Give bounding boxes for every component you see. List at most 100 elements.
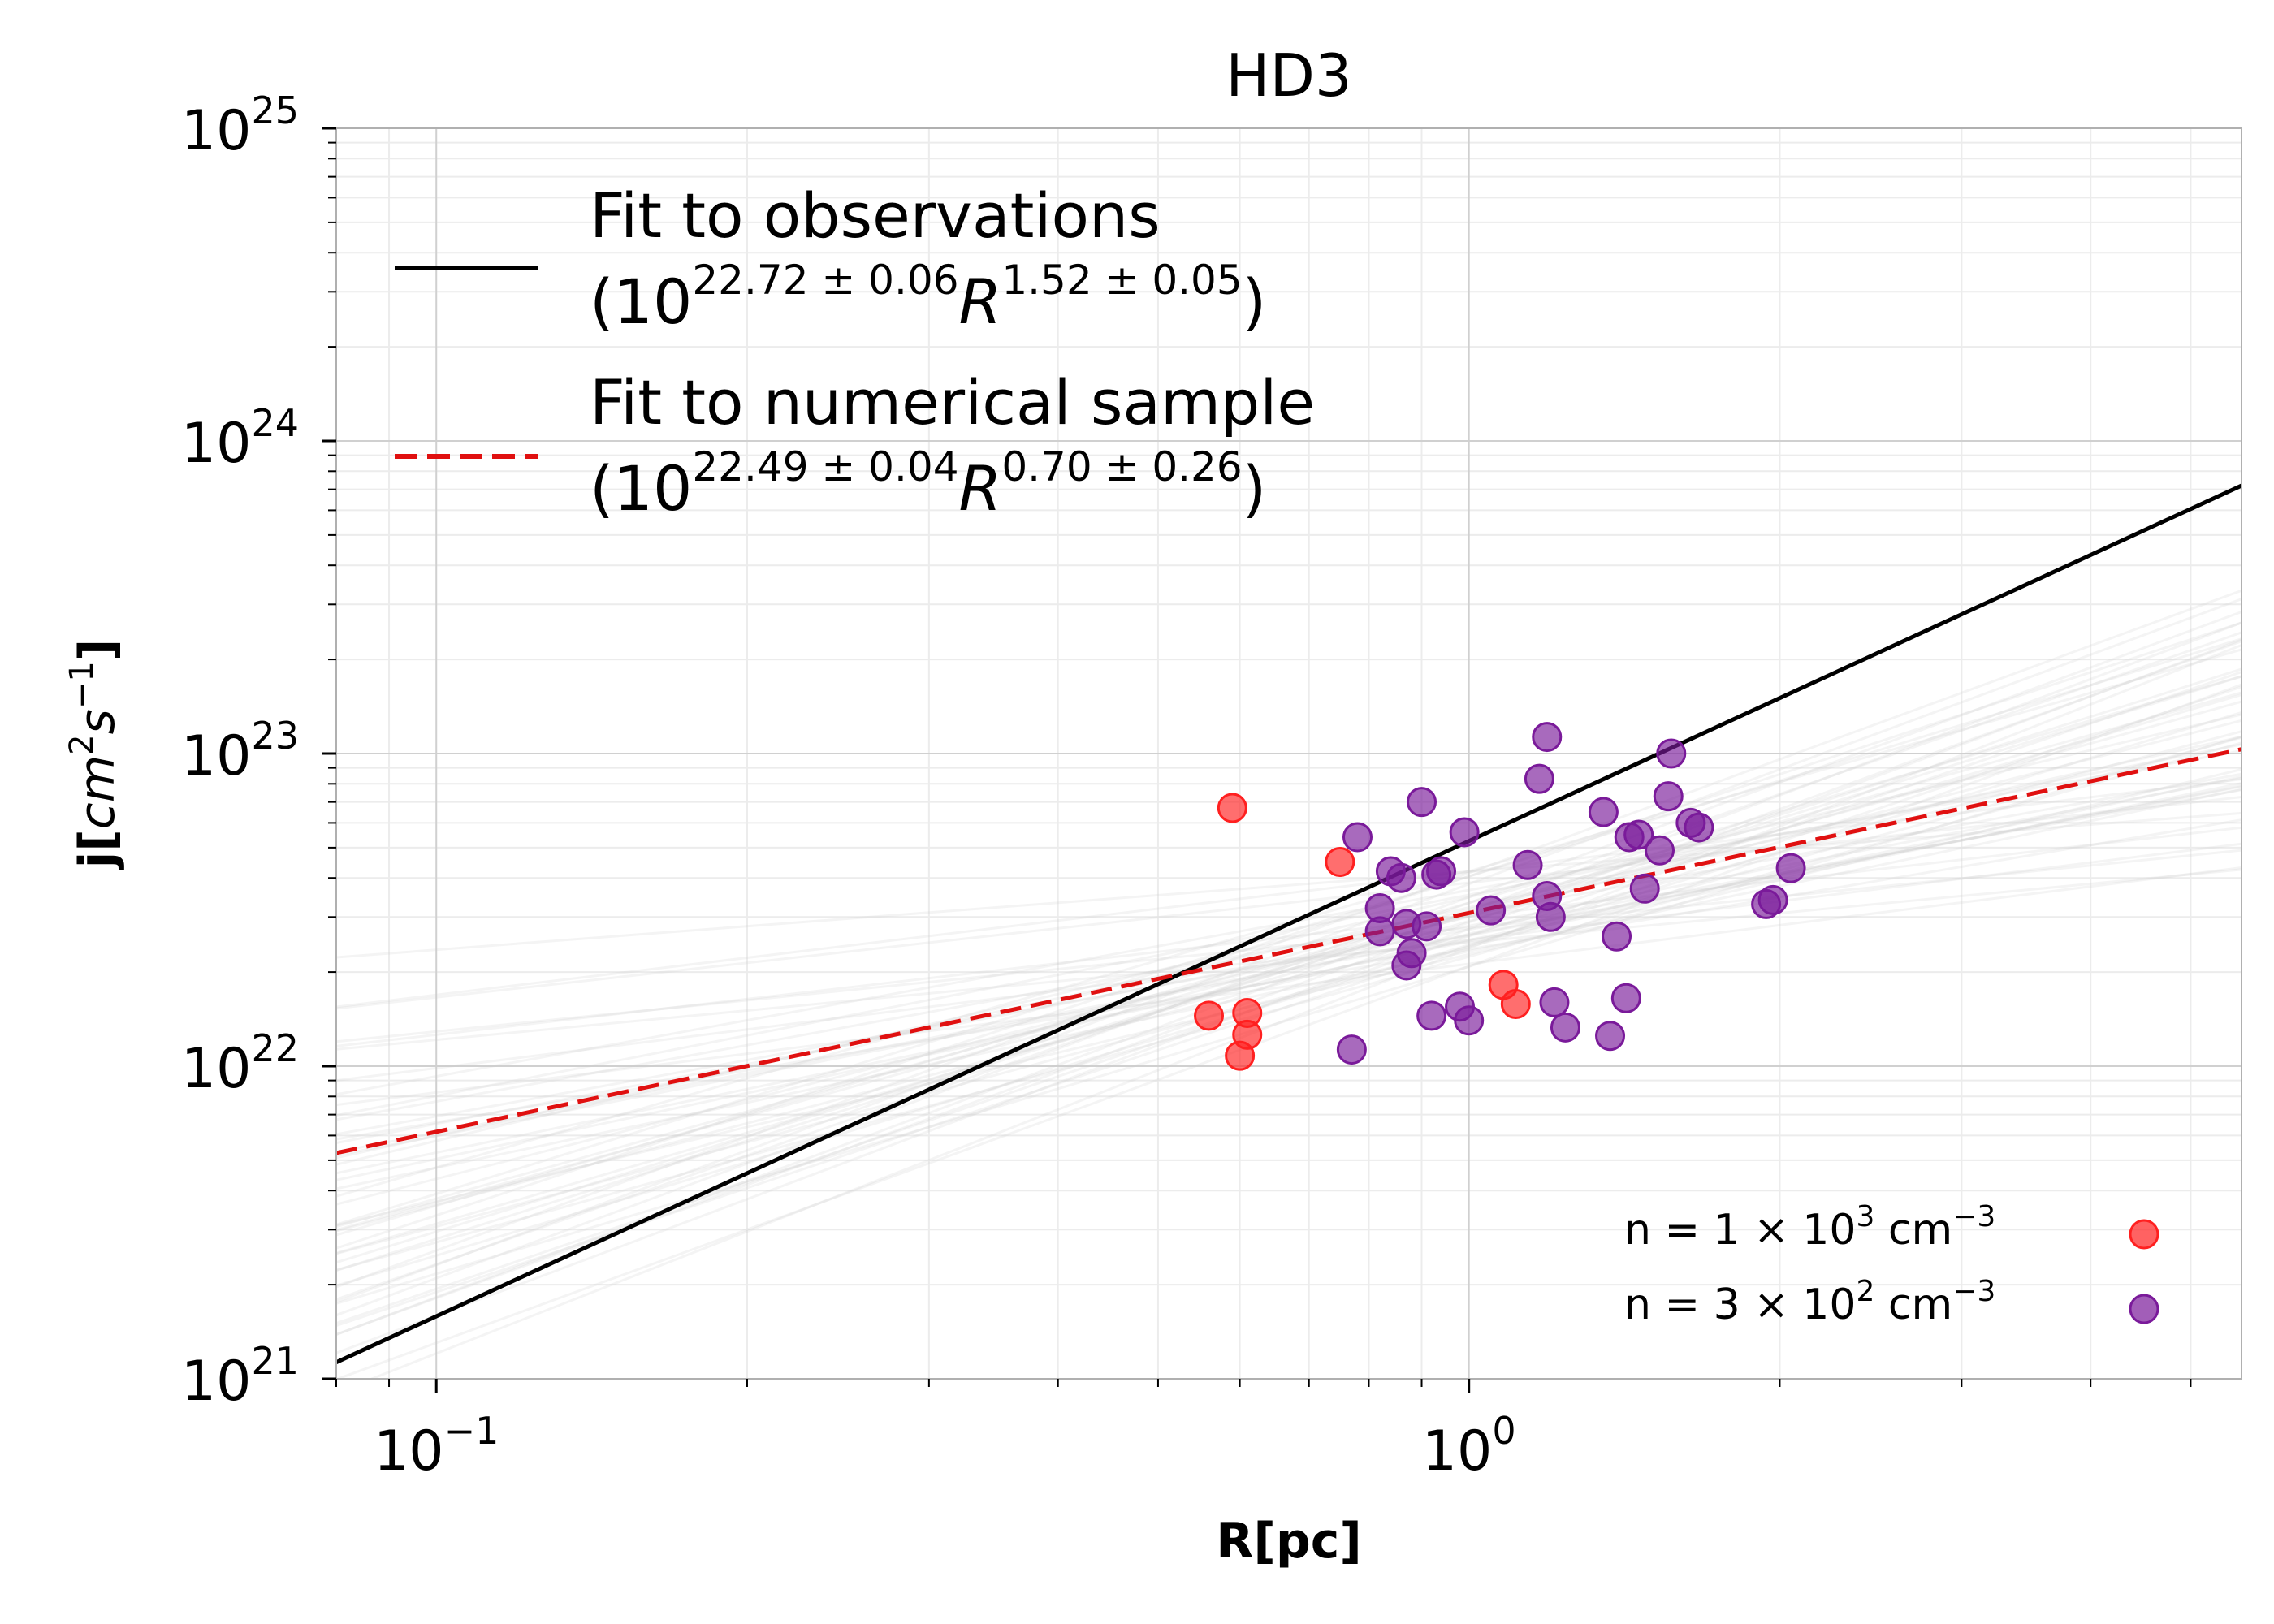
background-fit-line	[336, 788, 2242, 1190]
point-sparse-sample	[1476, 895, 1507, 926]
x-tick-label: 100	[1422, 1409, 1516, 1484]
point-sparse-sample	[1653, 781, 1684, 812]
background-fit-line	[336, 811, 2242, 959]
point-sparse-sample	[1602, 921, 1632, 952]
background-fit-line	[336, 784, 2242, 1157]
x-axis-label: R[pc]	[1216, 1513, 1362, 1570]
background-fit-line	[336, 631, 2242, 1301]
background-fit-line	[336, 711, 2242, 1287]
point-sparse-sample	[1407, 787, 1437, 818]
legend-fit-observations-label: Fit to observations	[590, 179, 1161, 252]
background-fit-line	[336, 675, 2242, 1264]
point-sparse-sample	[1751, 888, 1782, 919]
y-tick-label: 1025	[181, 89, 299, 163]
point-dense-sample	[1217, 793, 1247, 823]
x-tick-label: 10−1	[374, 1409, 499, 1484]
point-dense-sample	[1194, 1000, 1225, 1031]
background-fit-line	[336, 637, 2242, 1226]
background-fit-line	[336, 782, 2242, 1175]
point-sparse-sample	[1645, 835, 1675, 866]
background-fit-line	[336, 772, 2242, 1121]
background-fit-line	[336, 640, 2242, 1336]
fit-observations-line	[336, 483, 2242, 1364]
fit-lines	[336, 483, 2242, 1364]
point-sparse-sample	[1595, 1021, 1626, 1052]
y-tick-label: 1024	[181, 401, 299, 476]
background-fit-line	[336, 683, 2242, 1379]
background-fit-line	[336, 743, 2242, 1117]
background-fit-line	[336, 589, 2242, 1289]
point-sparse-sample	[1364, 916, 1395, 947]
legend-series-dense-marker	[2129, 1219, 2159, 1250]
legend-fit-observations-formula: (1022.72 ± 0.06R1.52 ± 0.05)	[590, 257, 1266, 338]
background-fit-line	[336, 776, 2242, 1145]
background-fit-line	[368, 644, 2242, 1379]
background-fit-line	[336, 691, 2242, 1229]
background-fit-line	[336, 621, 2242, 1250]
point-sparse-sample	[1342, 822, 1373, 853]
fit-legend: Fit to observations (1022.72 ± 0.06R1.52…	[395, 179, 1315, 525]
data-points	[1194, 722, 1806, 1071]
chart-title: HD3	[1226, 41, 1351, 110]
point-sparse-sample	[1386, 862, 1416, 893]
fit-numerical-line	[336, 747, 2242, 1155]
point-sparse-sample	[1775, 853, 1806, 883]
background-fit-line	[336, 767, 2242, 1227]
axis-ticks	[322, 127, 2192, 1393]
legend-fit-numerical-formula: (1022.49 ± 0.04R0.70 ± 0.26)	[590, 443, 1266, 525]
point-sparse-sample	[1656, 738, 1687, 769]
legend-series-sparse-marker	[2129, 1294, 2159, 1324]
legend-fit-numerical-label: Fit to numerical sample	[590, 366, 1315, 438]
point-sparse-sample	[1550, 1012, 1580, 1043]
background-fit-line	[336, 826, 2242, 1047]
point-sparse-sample	[1416, 1000, 1447, 1031]
point-sparse-sample	[1623, 819, 1654, 850]
background-fit-line	[336, 667, 2242, 1272]
point-dense-sample	[1325, 847, 1355, 878]
point-dense-sample	[1225, 1040, 1256, 1071]
point-sparse-sample	[1449, 817, 1480, 848]
background-fit-line	[336, 866, 2242, 1107]
point-sparse-sample	[1539, 987, 1570, 1017]
point-sparse-sample	[1610, 983, 1641, 1013]
background-fit-line	[336, 849, 2242, 1043]
point-sparse-sample	[1532, 722, 1563, 753]
background-fit-line	[336, 842, 2242, 1082]
y-tick-label: 1023	[181, 714, 299, 788]
background-fit-line	[336, 736, 2242, 1255]
y-tick-label: 1021	[181, 1339, 299, 1414]
y-axis-label: j[cm2s−1]	[63, 639, 126, 870]
legend-series-sparse-label: n = 3 × 102 cm−3	[1624, 1275, 1995, 1329]
background-fit-line	[336, 788, 2242, 1136]
series-legend: n = 1 × 103 cm−3 n = 3 × 102 cm−3	[1624, 1200, 2159, 1329]
background-fit-line	[336, 868, 2242, 1051]
background-fit-line	[336, 638, 2242, 1354]
legend-series-dense-label: n = 1 × 103 cm−3	[1624, 1200, 1995, 1255]
point-sparse-sample	[1629, 873, 1660, 904]
background-fit-line	[336, 796, 2242, 1010]
point-sparse-sample	[1535, 901, 1566, 932]
tick-labels: 10−1 100 1021 1022 1023 1024 1025	[181, 89, 1516, 1484]
background-fit-line	[336, 675, 2242, 1237]
point-sparse-sample	[1684, 812, 1714, 843]
point-sparse-sample	[1588, 797, 1619, 827]
point-sparse-sample	[1336, 1034, 1367, 1065]
point-sparse-sample	[1391, 950, 1422, 981]
point-sparse-sample	[1524, 763, 1554, 794]
background-fit-line	[336, 700, 2242, 1232]
background-fit-line	[336, 775, 2242, 1181]
background-fit-line	[336, 741, 2242, 1272]
y-tick-label: 1022	[181, 1026, 299, 1101]
background-fit-line	[336, 713, 2242, 1166]
point-sparse-sample	[1421, 859, 1452, 890]
point-dense-sample	[1500, 989, 1531, 1020]
point-sparse-sample	[1391, 909, 1422, 939]
background-fit-line	[336, 719, 2242, 1206]
background-fit-line	[336, 735, 2242, 1305]
background-fit-line	[336, 785, 2242, 1154]
point-sparse-sample	[1454, 1005, 1485, 1036]
background-fit-line	[336, 693, 2242, 1255]
background-fit-line	[336, 611, 2242, 1317]
